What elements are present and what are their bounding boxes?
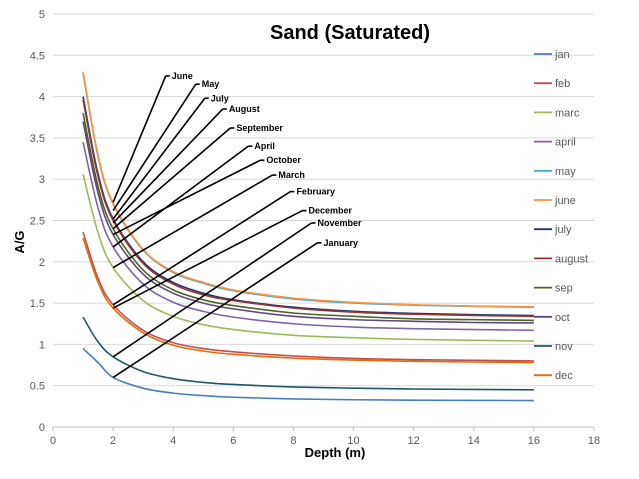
y-tick-label: 0.5 [30, 381, 45, 393]
legend-label-dec: dec [555, 370, 573, 382]
x-axis-label: Depth (m) [305, 445, 366, 460]
annotation-label-december: December [308, 206, 352, 216]
x-tick-label: 16 [528, 435, 540, 447]
legend-label-july: july [554, 224, 572, 236]
x-tick-label: 10 [347, 435, 359, 447]
y-tick-label: 3.5 [30, 133, 45, 145]
x-tick-label: 14 [468, 435, 480, 447]
series-line-nov [82, 316, 534, 391]
x-tick-label: 2 [110, 435, 116, 447]
legend-label-nov: nov [555, 341, 573, 353]
y-tick-label: 4 [39, 92, 45, 104]
legend: jan feb marc april may june july august sep oct no… [534, 49, 588, 382]
annotation-label-july: July [211, 93, 229, 103]
annotation-label-may: May [202, 79, 220, 89]
annotation-line-may [112, 83, 197, 212]
series-line-august [82, 99, 534, 318]
series-line-feb [82, 231, 534, 362]
annotation-line-september [112, 127, 231, 230]
annotation-label-march: March [278, 170, 305, 180]
x-tick-label: 0 [50, 435, 56, 447]
y-tick-label: 4.5 [30, 50, 45, 62]
annotation-line-march [112, 174, 273, 269]
y-tick-label: 5 [39, 9, 45, 21]
legend-label-august: august [555, 253, 588, 265]
axes: 0 0.5 1 1.5 2 2.5 3 3.5 4 4.5 5 0 2 4 6 8 10 12 14 16 18 [30, 9, 600, 447]
series-line-april [82, 141, 534, 332]
series-line-jan [82, 347, 534, 402]
annotation-label-november: November [317, 218, 362, 228]
legend-label-oct: oct [555, 312, 570, 324]
annotation-label-september: September [236, 123, 283, 133]
series-line-sep [82, 112, 534, 322]
legend-label-june: june [554, 195, 576, 207]
annotation-label-august: August [229, 104, 260, 114]
series-line-dec [82, 237, 534, 364]
x-tick-label: 12 [408, 435, 420, 447]
y-axis-label: A/G [12, 230, 27, 253]
annotation-line-july [112, 97, 206, 220]
y-tick-label: 1 [39, 339, 45, 351]
legend-label-marc: marc [555, 107, 580, 119]
series-line-june [82, 71, 534, 308]
y-tick-label: 1.5 [30, 298, 45, 310]
annotation-line-august [112, 108, 224, 224]
series-lines [82, 71, 534, 402]
annotation-line-october [112, 159, 261, 236]
annotation-label-october: October [266, 155, 301, 165]
chart-title: Sand (Saturated) [270, 22, 430, 44]
annotation-label-june: June [172, 71, 193, 81]
x-tick-label: 8 [290, 435, 296, 447]
x-tick-label: 18 [588, 435, 600, 447]
x-tick-label: 6 [230, 435, 236, 447]
legend-label-may: may [555, 166, 576, 178]
annotation-line-april [112, 145, 249, 248]
annotation-label-february: February [296, 187, 335, 197]
annotation-line-june [112, 75, 167, 203]
series-line-marc [82, 174, 534, 342]
y-tick-label: 0 [39, 422, 45, 434]
legend-label-feb: feb [555, 78, 570, 90]
annotation-line-february [112, 190, 291, 306]
series-line-oct [82, 121, 534, 324]
x-tick-label: 4 [170, 435, 176, 447]
annotation-label-april: April [254, 141, 275, 151]
annotation-line-november [112, 222, 312, 358]
legend-label-april: april [555, 137, 576, 149]
legend-label-sep: sep [555, 283, 573, 295]
annotation-line-january [112, 242, 318, 379]
y-tick-label: 2 [39, 257, 45, 269]
legend-label-jan: jan [554, 49, 570, 61]
y-tick-label: 3 [39, 174, 45, 186]
annotation-label-january: January [323, 238, 358, 248]
annotation-line-december [112, 209, 303, 309]
y-tick-label: 2.5 [30, 216, 45, 228]
